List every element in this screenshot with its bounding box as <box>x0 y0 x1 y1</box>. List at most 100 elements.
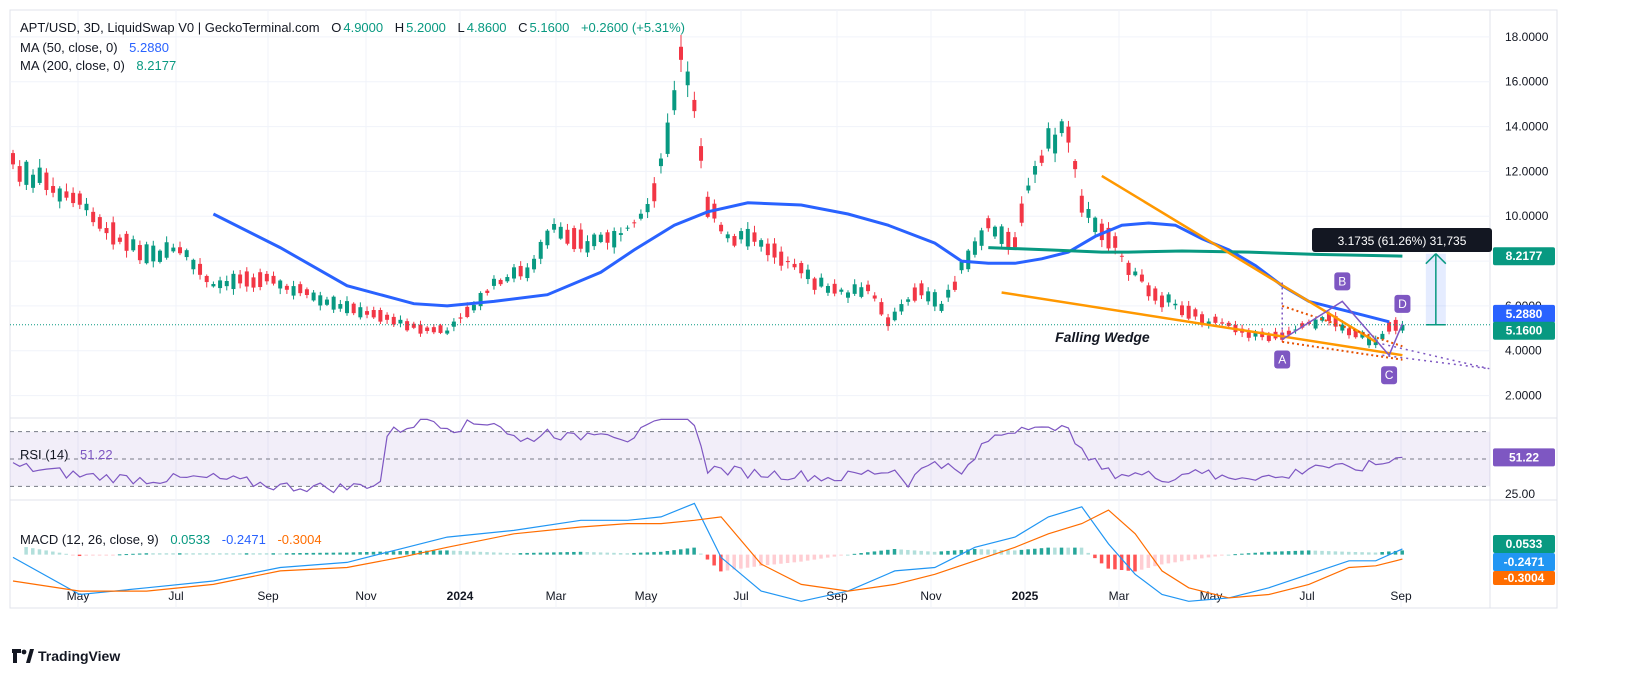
candle-body <box>204 275 209 283</box>
macd-histogram-bar <box>1119 554 1124 571</box>
candle-body <box>1126 262 1131 275</box>
low-label: L <box>457 20 465 35</box>
macd-histogram-bar <box>1146 554 1151 568</box>
candle-body <box>291 286 296 296</box>
candle-body <box>264 273 269 282</box>
macd-histogram-bar <box>458 550 463 555</box>
candle-body <box>785 261 790 263</box>
candle-body <box>1159 295 1164 308</box>
macd-histogram-bar <box>1367 552 1371 555</box>
macd-histogram-bar <box>284 553 289 555</box>
macd-histogram-bar <box>752 554 756 567</box>
candle-body <box>1039 155 1044 163</box>
price-tick-label: 12.0000 <box>1505 164 1549 178</box>
candle-body <box>538 241 543 259</box>
candle-body <box>592 234 597 247</box>
candle-body <box>532 258 537 270</box>
candle-body <box>311 292 316 301</box>
macd-histogram-bar <box>1380 552 1384 555</box>
macd-histogram-bar <box>131 553 135 555</box>
candle-body <box>491 278 496 286</box>
candle-body <box>471 304 476 311</box>
candle-body <box>552 223 557 230</box>
macd-histogram-bar <box>1079 547 1084 555</box>
macd-histogram-bar <box>805 554 810 561</box>
macd-histogram-bar <box>164 553 169 555</box>
candle-body <box>585 241 590 253</box>
candle-body <box>44 172 49 190</box>
candle-body <box>451 321 456 327</box>
candle-body <box>1333 316 1338 327</box>
time-axis-label: Mar <box>546 589 567 603</box>
macd-histogram-bar <box>592 552 596 555</box>
candle-body <box>431 327 436 333</box>
candle-body <box>618 233 623 235</box>
candle-body <box>652 183 657 202</box>
macd-histogram-bar <box>652 552 656 555</box>
candle-body <box>1106 227 1111 249</box>
macd-histogram-bar <box>772 554 777 565</box>
candle-body <box>1066 126 1071 143</box>
candle-body <box>31 174 36 188</box>
macd-histogram-bar <box>939 551 944 555</box>
candle-body <box>37 167 42 183</box>
candle-body <box>191 259 196 270</box>
macd-histogram-bar <box>97 554 102 556</box>
macd-histogram-bar <box>144 553 149 555</box>
candle-body <box>1053 134 1058 154</box>
signal-badge <box>1493 553 1555 571</box>
ma200-legend[interactable]: MA (200, close, 0) 8.2177 <box>20 58 178 73</box>
price-tick-label: 4.0000 <box>1505 344 1542 358</box>
macd-histogram-bar <box>491 552 496 555</box>
ma50-legend[interactable]: MA (50, close, 0) 5.2880 <box>20 40 171 55</box>
macd-legend[interactable]: MACD (12, 26, close, 9) 0.0533 -0.2471 -… <box>20 532 324 547</box>
macd-histogram-bar <box>124 554 129 556</box>
symbol-info[interactable]: APT/USD, 3D, LiquidSwap V0 | GeckoTermin… <box>20 20 320 35</box>
macd-histogram-bar <box>1039 548 1044 555</box>
candle-body <box>77 193 82 205</box>
macd-badge <box>1493 535 1555 553</box>
candle-body <box>632 222 637 224</box>
macd-histogram-bar <box>872 551 877 555</box>
rsi-legend[interactable]: RSI (14) 51.22 <box>20 447 115 462</box>
macd-histogram-bar <box>204 553 209 555</box>
wedge-projection-upper <box>1382 343 1490 370</box>
candle-body <box>565 229 570 244</box>
candle-body <box>124 233 129 251</box>
candle-body <box>719 224 724 232</box>
candle-body <box>772 243 777 258</box>
macd-histogram-bar <box>846 554 850 556</box>
histogram-badge <box>1493 571 1555 585</box>
macd-histogram-bar <box>972 549 977 555</box>
candle-body <box>298 284 303 294</box>
candle-body <box>1059 121 1064 134</box>
macd-histogram-bar <box>665 550 670 555</box>
macd-histogram-bar <box>512 553 516 555</box>
candle-body <box>1133 271 1138 276</box>
main-legend: APT/USD, 3D, LiquidSwap V0 | GeckoTermin… <box>20 20 687 35</box>
macd-histogram-bar <box>859 553 863 555</box>
candle-body <box>1073 161 1078 170</box>
macd-histogram-bar <box>532 552 536 555</box>
candle-body <box>946 289 951 298</box>
rsi-badge <box>1493 448 1555 467</box>
candle-body <box>151 245 156 262</box>
macd-histogram-bar <box>1246 553 1251 555</box>
macd-histogram-bar <box>84 554 88 556</box>
abcd-point-b <box>1334 272 1351 291</box>
macd-histogram-bar <box>1133 554 1137 572</box>
candle-body <box>792 263 797 268</box>
macd-histogram-bar <box>598 552 603 555</box>
low-value: 4.8600 <box>466 20 507 35</box>
macd-value: 0.0533 <box>170 532 211 547</box>
candle-body <box>1006 231 1011 248</box>
macd-histogram-bar <box>478 551 483 555</box>
macd-histogram-bar <box>111 554 115 556</box>
candle-body <box>1340 324 1345 331</box>
macd-histogram-bar <box>451 550 456 555</box>
candle-body <box>1013 237 1017 248</box>
tradingview-logo[interactable]: TradingView <box>12 648 120 664</box>
candle-body <box>625 227 630 229</box>
wedge-lower-dotted <box>1282 340 1403 361</box>
